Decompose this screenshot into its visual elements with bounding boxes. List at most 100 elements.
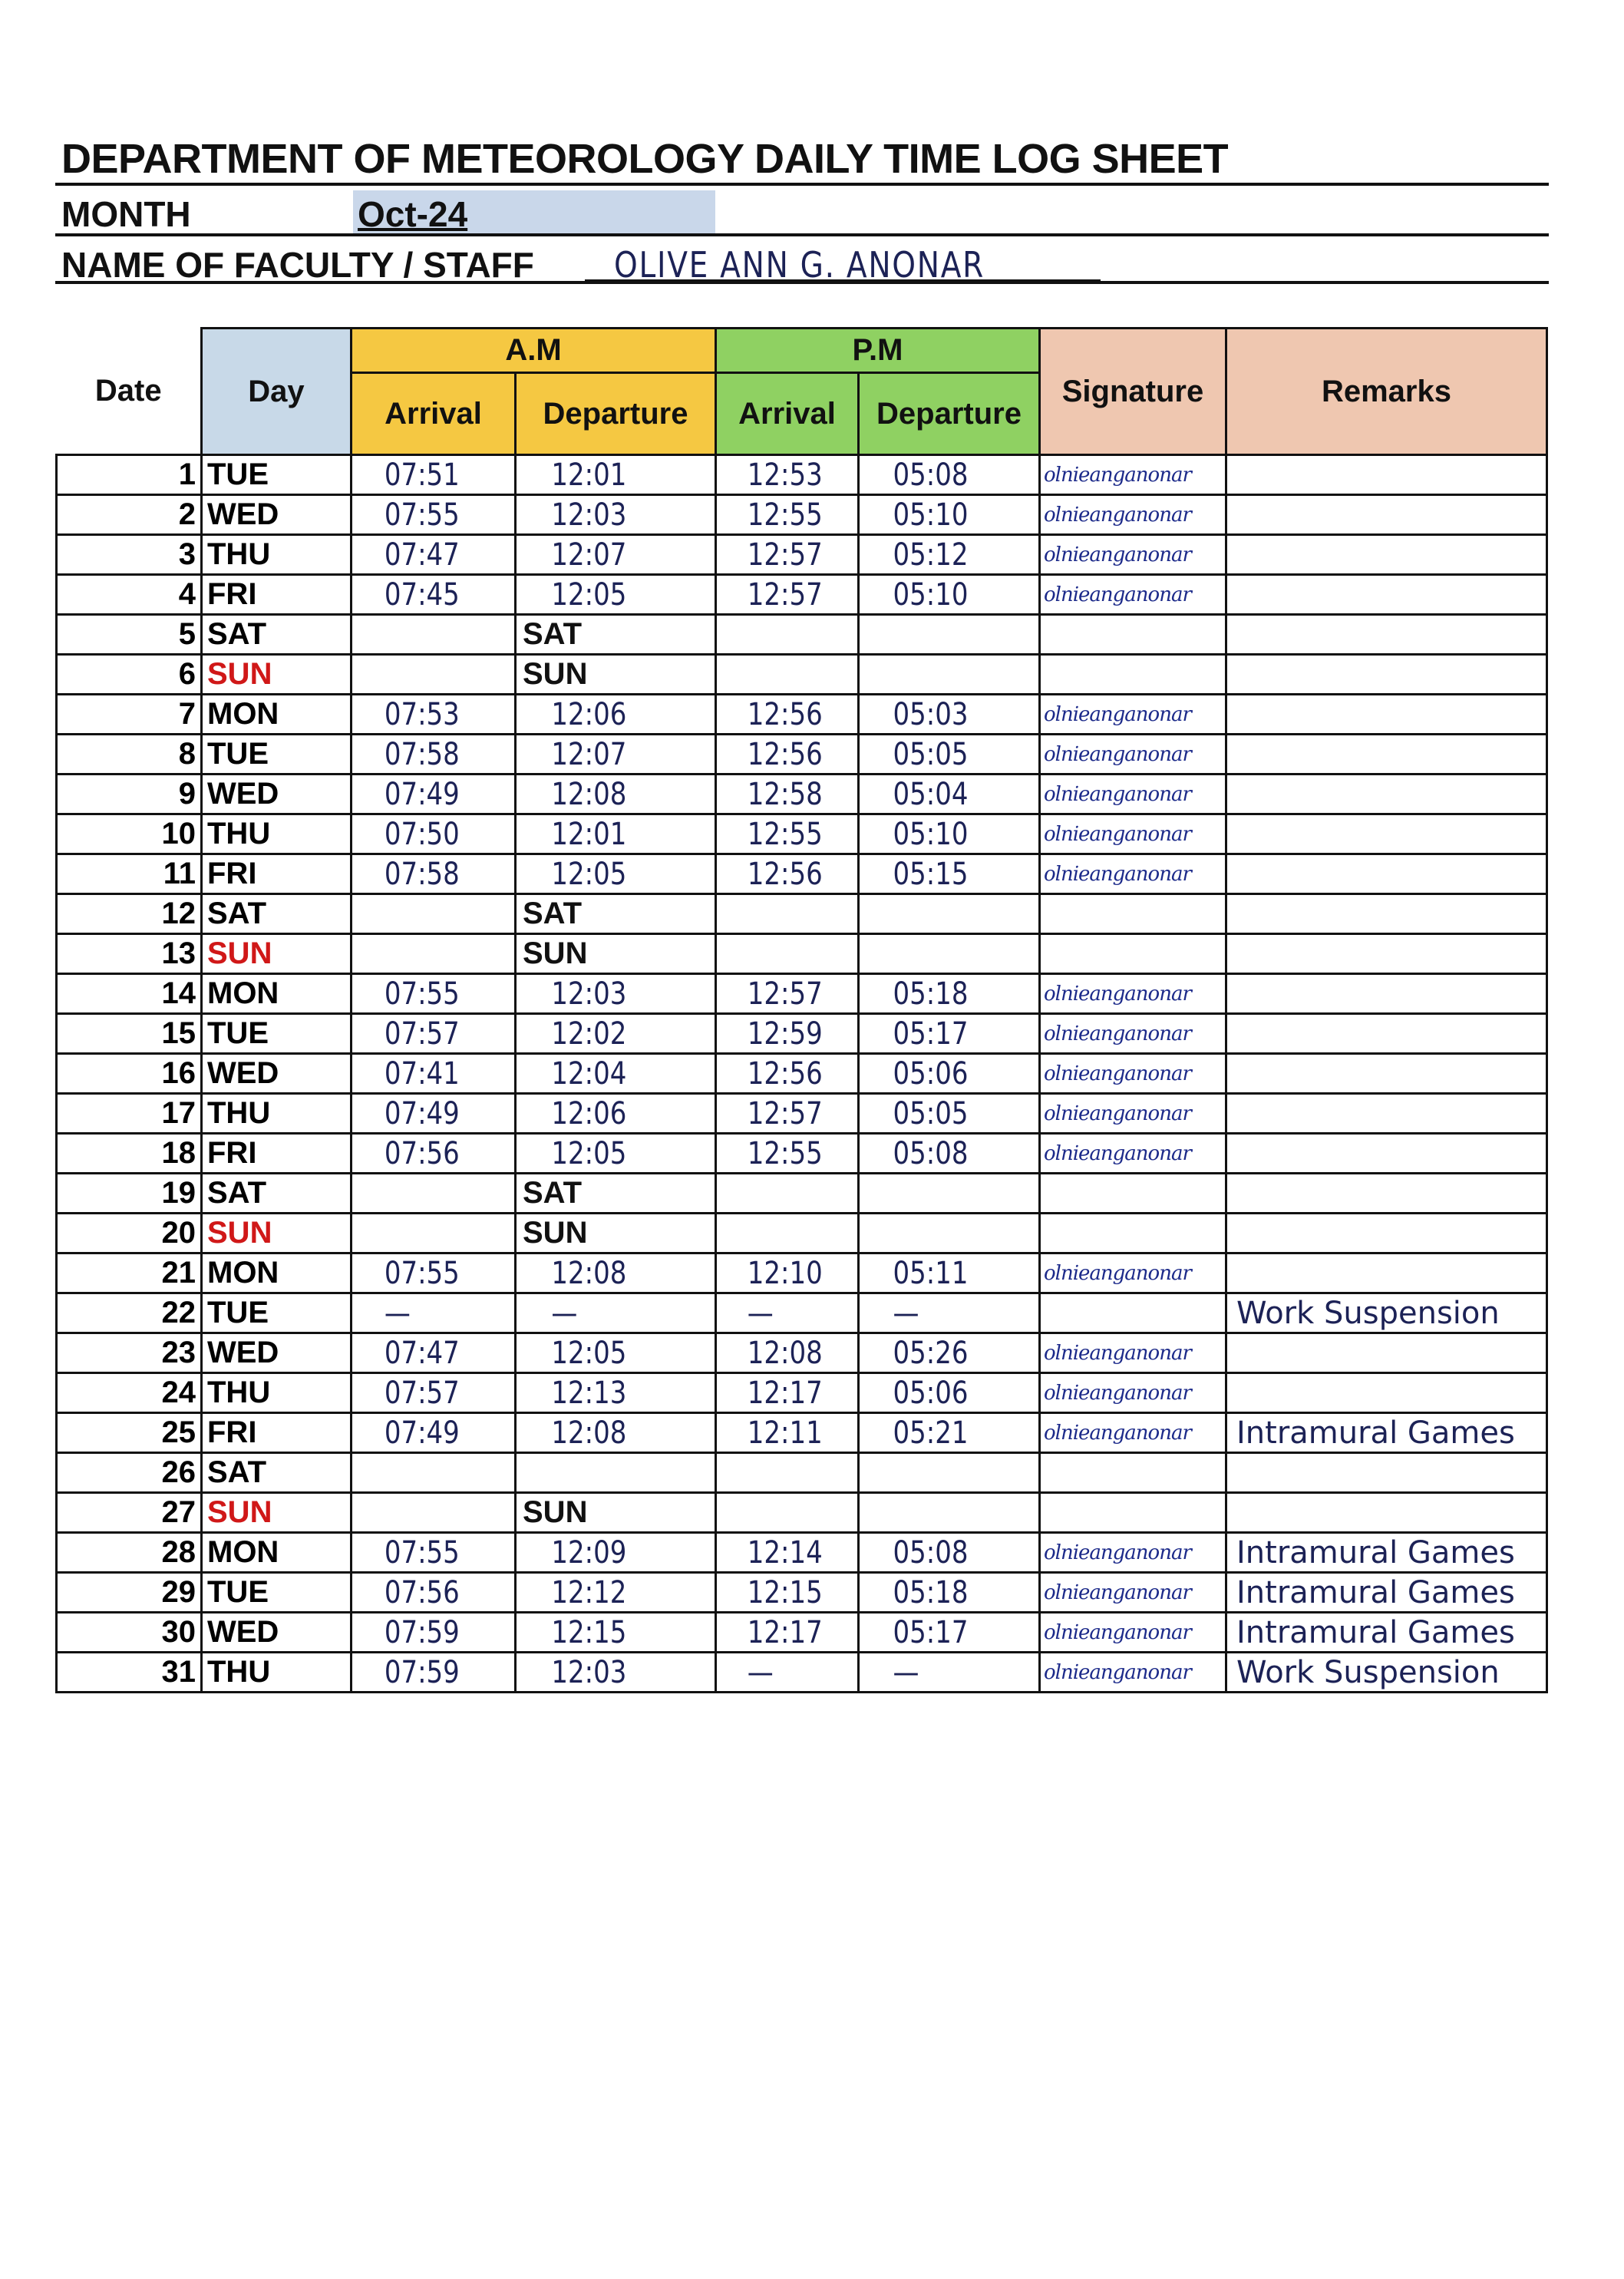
pm-departure-cell: 05:06 xyxy=(870,1372,1028,1414)
am-departure-cell: SUN xyxy=(514,1491,717,1534)
pm-arrival-cell xyxy=(725,653,849,695)
table-row: 18 FRI 07:56 12:05 12:55 05:08 olnieanganonar xyxy=(55,1132,1548,1174)
pm-arrival-cell: 12:53 xyxy=(725,454,849,496)
signature-cell: olnieanganonar xyxy=(1038,1252,1227,1294)
pm-departure-cell: 05:05 xyxy=(870,733,1028,775)
pm-departure-cell xyxy=(870,1172,1028,1214)
am-arrival-cell xyxy=(362,1172,504,1214)
remarks-cell xyxy=(1225,533,1548,576)
remarks-cell: Intramural Games xyxy=(1225,1531,1548,1574)
table-row: 16 WED 07:41 12:04 12:56 05:06 olnieanganonar xyxy=(55,1052,1548,1095)
date-cell: 23 xyxy=(55,1332,203,1374)
pm-departure-cell xyxy=(870,613,1028,656)
table-row: 26 SAT xyxy=(55,1452,1548,1494)
remarks-cell xyxy=(1225,1252,1548,1294)
pm-arrival-cell xyxy=(725,1172,849,1214)
pm-departure-cell: 05:03 xyxy=(870,693,1028,735)
header-am-arrival: Arrival xyxy=(350,372,517,456)
am-arrival-cell: 07:59 xyxy=(362,1611,504,1653)
day-cell: MON xyxy=(200,1252,352,1294)
day-cell: FRI xyxy=(200,853,352,895)
table-row: 30 WED 07:59 12:15 12:17 05:17 olnieanganonar I… xyxy=(55,1611,1548,1653)
table-row: 9 WED 07:49 12:08 12:58 05:04 olnieanganonar xyxy=(55,773,1548,815)
signature-cell: olnieanganonar xyxy=(1038,1372,1227,1414)
am-departure-cell: 12:08 xyxy=(529,1252,702,1294)
signature-cell: olnieanganonar xyxy=(1038,1132,1227,1174)
date-cell: 29 xyxy=(55,1571,203,1613)
pm-arrival-cell: 12:56 xyxy=(725,733,849,775)
name-value: OLIVE ANN G. ANONAR xyxy=(614,244,985,286)
pm-departure-cell: 05:08 xyxy=(870,1132,1028,1174)
pm-departure-cell xyxy=(870,1452,1028,1494)
month-value: Oct-24 xyxy=(358,194,468,234)
am-arrival-cell: 07:49 xyxy=(362,1412,504,1454)
am-departure-cell: SAT xyxy=(514,893,717,935)
pm-departure-cell: — xyxy=(870,1651,1028,1693)
remarks-cell xyxy=(1225,1372,1548,1414)
am-departure-cell xyxy=(529,1452,702,1494)
header-day: Day xyxy=(200,327,352,456)
divider xyxy=(55,233,1549,236)
signature-cell: olnieanganonar xyxy=(1038,1531,1227,1574)
day-cell: SAT xyxy=(200,613,352,656)
pm-arrival-cell: — xyxy=(725,1651,849,1693)
day-cell: WED xyxy=(200,1611,352,1653)
signature-cell xyxy=(1038,653,1227,695)
day-cell: TUE xyxy=(200,733,352,775)
date-cell: 30 xyxy=(55,1611,203,1653)
date-cell: 24 xyxy=(55,1372,203,1414)
date-cell: 20 xyxy=(55,1212,203,1254)
pm-departure-cell: 05:04 xyxy=(870,773,1028,815)
date-cell: 8 xyxy=(55,733,203,775)
table-row: 29 TUE 07:56 12:12 12:15 05:18 olnieanganonar I… xyxy=(55,1571,1548,1613)
table-row: 12 SAT SAT xyxy=(55,893,1548,935)
pm-arrival-cell: 12:55 xyxy=(725,813,849,855)
remarks-cell xyxy=(1225,853,1548,895)
date-cell: 15 xyxy=(55,1012,203,1055)
table-row: 15 TUE 07:57 12:02 12:59 05:17 olnieanganonar xyxy=(55,1012,1548,1055)
pm-departure-cell: 05:10 xyxy=(870,573,1028,616)
day-cell: THU xyxy=(200,1651,352,1693)
pm-arrival-cell: 12:59 xyxy=(725,1012,849,1055)
am-departure-cell: 12:03 xyxy=(529,1651,702,1693)
am-arrival-cell: 07:41 xyxy=(362,1052,504,1095)
date-cell: 28 xyxy=(55,1531,203,1574)
signature-cell: olnieanganonar xyxy=(1038,573,1227,616)
am-departure-cell: 12:15 xyxy=(529,1611,702,1653)
pm-arrival-cell: 12:17 xyxy=(725,1372,849,1414)
date-cell: 14 xyxy=(55,973,203,1015)
table-row: 2 WED 07:55 12:03 12:55 05:10 olnieanganonar xyxy=(55,494,1548,536)
date-cell: 11 xyxy=(55,853,203,895)
am-departure-cell: SAT xyxy=(514,1172,717,1214)
pm-arrival-cell: 12:55 xyxy=(725,1132,849,1174)
signature-cell: olnieanganonar xyxy=(1038,1332,1227,1374)
pm-departure-cell: 05:10 xyxy=(870,813,1028,855)
date-cell: 6 xyxy=(55,653,203,695)
table-row: 27 SUN SUN xyxy=(55,1491,1548,1534)
pm-arrival-cell: 12:57 xyxy=(725,533,849,576)
header-am: A.M xyxy=(350,327,717,374)
am-arrival-cell xyxy=(362,1212,504,1254)
header-pm-departure: Departure xyxy=(857,372,1041,456)
pm-arrival-cell: 12:14 xyxy=(725,1531,849,1574)
am-departure-cell: 12:01 xyxy=(529,813,702,855)
day-cell: THU xyxy=(200,1092,352,1135)
table-row: 13 SUN SUN xyxy=(55,933,1548,975)
am-departure-cell: 12:13 xyxy=(529,1372,702,1414)
am-departure-cell: 12:04 xyxy=(529,1052,702,1095)
date-cell: 16 xyxy=(55,1052,203,1095)
pm-arrival-cell: 12:08 xyxy=(725,1332,849,1374)
am-arrival-cell: 07:51 xyxy=(362,454,504,496)
am-arrival-cell xyxy=(362,653,504,695)
date-cell: 3 xyxy=(55,533,203,576)
am-departure-cell: 12:02 xyxy=(529,1012,702,1055)
am-arrival-cell: 07:57 xyxy=(362,1372,504,1414)
day-cell: FRI xyxy=(200,573,352,616)
signature-cell: olnieanganonar xyxy=(1038,813,1227,855)
remarks-cell xyxy=(1225,893,1548,935)
date-cell: 21 xyxy=(55,1252,203,1294)
am-departure-cell: 12:03 xyxy=(529,494,702,536)
am-departure-cell: 12:08 xyxy=(529,773,702,815)
pm-arrival-cell: 12:56 xyxy=(725,693,849,735)
signature-cell: olnieanganonar xyxy=(1038,1012,1227,1055)
